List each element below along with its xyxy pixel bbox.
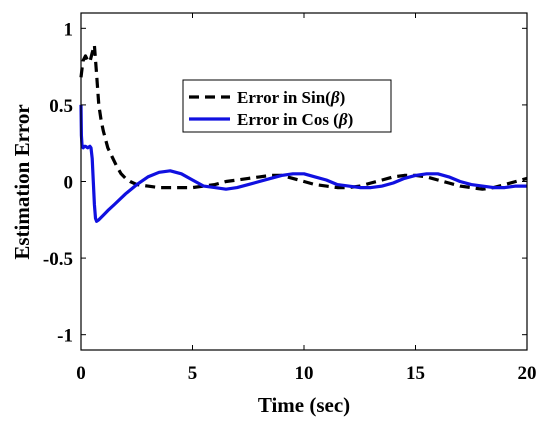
y-tick-label: 0 <box>64 173 74 194</box>
x-tick-label: 15 <box>406 363 425 384</box>
tick-layer: 0 5 10 15 20 1 0.5 0 -0.5 -1 <box>43 13 537 384</box>
x-axis-label: Time (sec) <box>258 393 350 417</box>
legend-label-cos: Error in Cos (β) <box>237 110 353 129</box>
y-tick-label: 1 <box>64 19 74 40</box>
x-tick-label: 10 <box>295 363 314 384</box>
x-tick-label: 0 <box>76 363 86 384</box>
legend-label-sin: Error in Sin(β) <box>237 88 345 107</box>
y-tick-label: -1 <box>57 326 73 347</box>
y-tick-label: -0.5 <box>43 249 73 270</box>
series-line-1 <box>79 104 527 223</box>
legend: Error in Sin(β) Error in Cos (β) <box>182 79 392 133</box>
y-tick-label: 0.5 <box>49 96 73 117</box>
series-layer <box>79 43 528 223</box>
x-tick-label: 20 <box>518 363 537 384</box>
series-line-0 <box>79 43 528 191</box>
legend-box <box>182 79 392 133</box>
x-tick-label: 5 <box>188 363 198 384</box>
y-axis-label: Estimation Error <box>10 104 34 259</box>
